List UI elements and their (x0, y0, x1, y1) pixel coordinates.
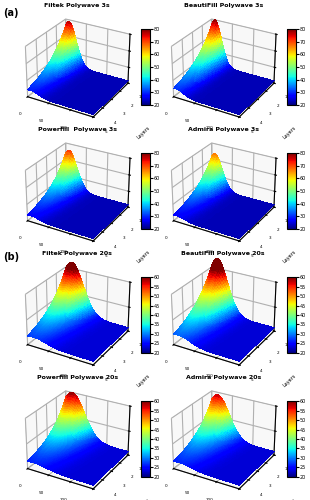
X-axis label: Time [s]: Time [s] (29, 144, 50, 154)
Y-axis label: Layers: Layers (282, 126, 297, 140)
Title: Filtek Polywave 20s: Filtek Polywave 20s (42, 250, 112, 256)
Y-axis label: Layers: Layers (136, 374, 151, 388)
Y-axis label: Layers: Layers (282, 250, 297, 264)
Y-axis label: Layers: Layers (136, 498, 151, 500)
Title: Admira Polywave 3s: Admira Polywave 3s (188, 126, 259, 132)
Y-axis label: Layers: Layers (282, 498, 297, 500)
Title: Powerfill  Polywave 3s: Powerfill Polywave 3s (38, 126, 117, 132)
Title: BeautiFill Polywave 20s: BeautiFill Polywave 20s (181, 250, 265, 256)
X-axis label: Time [s]: Time [s] (29, 268, 50, 278)
Title: Filtek Polywave 3s: Filtek Polywave 3s (44, 3, 110, 8)
Title: Admira Polywave 20s: Admira Polywave 20s (186, 374, 261, 380)
X-axis label: Time [s]: Time [s] (175, 144, 196, 154)
Title: BeautiFill Polywave 3s: BeautiFill Polywave 3s (184, 3, 263, 8)
Text: (b): (b) (3, 252, 19, 262)
Y-axis label: Layers: Layers (136, 250, 151, 264)
Title: Powerfill Polywave 20s: Powerfill Polywave 20s (37, 374, 118, 380)
Text: (a): (a) (3, 8, 19, 18)
X-axis label: Time [s]: Time [s] (175, 392, 196, 402)
X-axis label: Time [s]: Time [s] (29, 392, 50, 402)
Y-axis label: Layers: Layers (282, 374, 297, 388)
Y-axis label: Layers: Layers (136, 126, 151, 140)
X-axis label: Time [s]: Time [s] (175, 268, 196, 278)
